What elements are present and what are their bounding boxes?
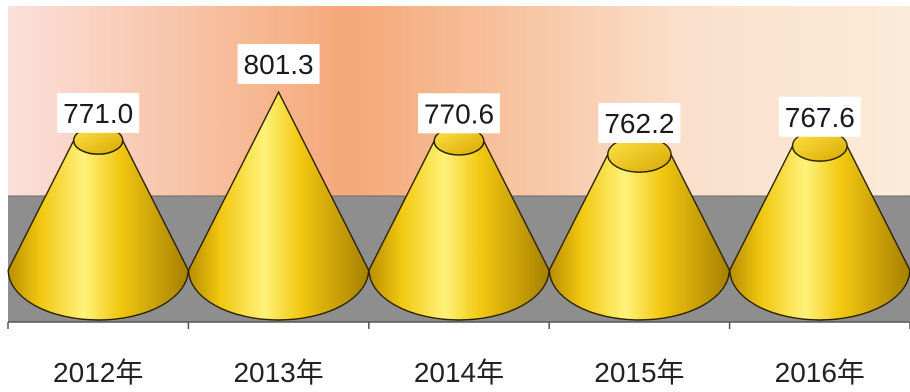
cone-2013年 xyxy=(187,90,370,321)
cone-2012年 xyxy=(7,126,189,321)
x-axis: 2012年 2013年 2014年 2015年 2016年 xyxy=(7,321,910,388)
x-axis-ticks xyxy=(7,322,910,329)
data-label-text: 767.6 xyxy=(785,102,855,133)
data-label-text: 801.3 xyxy=(244,49,314,80)
x-tick-label: 2012年 xyxy=(53,357,143,388)
data-label-text: 770.6 xyxy=(424,98,494,129)
data-label-text: 771.0 xyxy=(63,98,133,129)
x-tick-label: 2015年 xyxy=(594,357,684,388)
x-tick-label: 2013年 xyxy=(233,357,323,388)
x-tick-label: 2016年 xyxy=(775,357,865,388)
data-label: 801.3 xyxy=(237,44,320,84)
value-labels: 771.0 801.3 770.6 762.2 767.6 xyxy=(57,44,861,143)
data-label: 762.2 xyxy=(598,102,681,143)
data-label-box xyxy=(237,44,320,84)
data-label-box xyxy=(778,96,861,137)
data-label: 771.0 xyxy=(57,92,140,133)
x-axis-labels: 2012年 2013年 2014年 2015年 2016年 xyxy=(53,357,865,388)
x-tick-label: 2014年 xyxy=(414,357,504,388)
cone-series xyxy=(7,90,910,321)
cone-2015年 xyxy=(548,136,731,321)
cone-body xyxy=(187,90,370,321)
data-label-box xyxy=(598,102,681,143)
data-label: 767.6 xyxy=(778,96,861,137)
data-label: 770.6 xyxy=(418,93,500,134)
data-label-box xyxy=(418,93,500,134)
cone-2016年 xyxy=(729,130,910,321)
data-label-box xyxy=(57,92,140,133)
cone-2014年 xyxy=(368,126,550,321)
data-label-text: 762.2 xyxy=(604,108,674,139)
